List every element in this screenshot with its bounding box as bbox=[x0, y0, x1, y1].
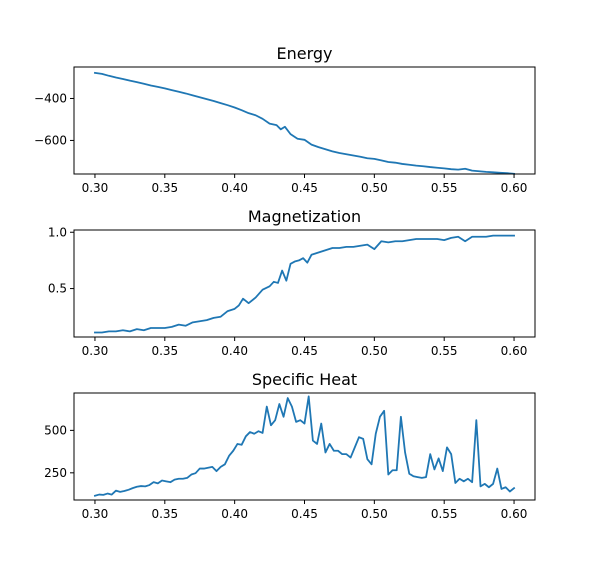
specific-heat-x-tick-label: 0.50 bbox=[361, 507, 388, 521]
energy-x-tick-label: 0.60 bbox=[501, 181, 528, 195]
specific-heat-panel: Specific Heat 0.30 0.35 0.40 0.45 0.50 0.55 0.6… bbox=[44, 370, 536, 521]
specific-heat-x-tick-label: 0.55 bbox=[431, 507, 458, 521]
magnetization-x-tick-label: 0.60 bbox=[501, 344, 528, 358]
specific-heat-x-tick-label: 0.30 bbox=[82, 507, 109, 521]
specific-heat-x-tick-label: 0.40 bbox=[221, 507, 248, 521]
magnetization-series-line bbox=[94, 234, 515, 334]
energy-series-line bbox=[93, 71, 516, 175]
magnetization-x-tick-label: 0.45 bbox=[291, 344, 318, 358]
specific-heat-title: Specific Heat bbox=[252, 370, 357, 389]
magnetization-y-tick-label: 0.5 bbox=[48, 282, 67, 296]
energy-x-tick-label: 0.45 bbox=[291, 181, 318, 195]
specific-heat-x-tick-label: 0.45 bbox=[291, 507, 318, 521]
magnetization-x-tick-label: 0.30 bbox=[82, 344, 109, 358]
specific-heat-x-tick-label: 0.60 bbox=[501, 507, 528, 521]
specific-heat-x-tick-label: 0.35 bbox=[151, 507, 178, 521]
magnetization-y-tick-label: 1.0 bbox=[48, 225, 67, 239]
energy-x-tick-label: 0.40 bbox=[221, 181, 248, 195]
energy-y-tick-label: −400 bbox=[34, 91, 67, 105]
energy-x-tick-label: 0.30 bbox=[82, 181, 109, 195]
magnetization-x-tick-label: 0.50 bbox=[361, 344, 388, 358]
specific-heat-series-line bbox=[93, 395, 516, 497]
specific-heat-y-tick-label: 250 bbox=[44, 466, 67, 480]
magnetization-x-tick-label: 0.40 bbox=[221, 344, 248, 358]
magnetization-axes-frame bbox=[73, 229, 536, 338]
magnetization-x-tick-label: 0.55 bbox=[431, 344, 458, 358]
magnetization-title: Magnetization bbox=[248, 207, 361, 226]
energy-y-tick-label: −600 bbox=[34, 133, 67, 147]
energy-x-tick-label: 0.50 bbox=[361, 181, 388, 195]
energy-x-tick-label: 0.35 bbox=[151, 181, 178, 195]
energy-title: Energy bbox=[276, 44, 332, 63]
magnetization-panel: Magnetization 0.30 0.35 0.40 0.45 0.50 0.55 0.6… bbox=[48, 207, 536, 358]
energy-panel: Energy 0.30 0.35 0.40 0.45 0.50 0.55 0.60 −400 −6… bbox=[34, 44, 536, 195]
magnetization-x-tick-label: 0.35 bbox=[151, 344, 178, 358]
specific-heat-y-tick-label: 500 bbox=[44, 423, 67, 437]
energy-x-tick-label: 0.55 bbox=[431, 181, 458, 195]
specific-heat-axes-frame bbox=[73, 392, 536, 501]
